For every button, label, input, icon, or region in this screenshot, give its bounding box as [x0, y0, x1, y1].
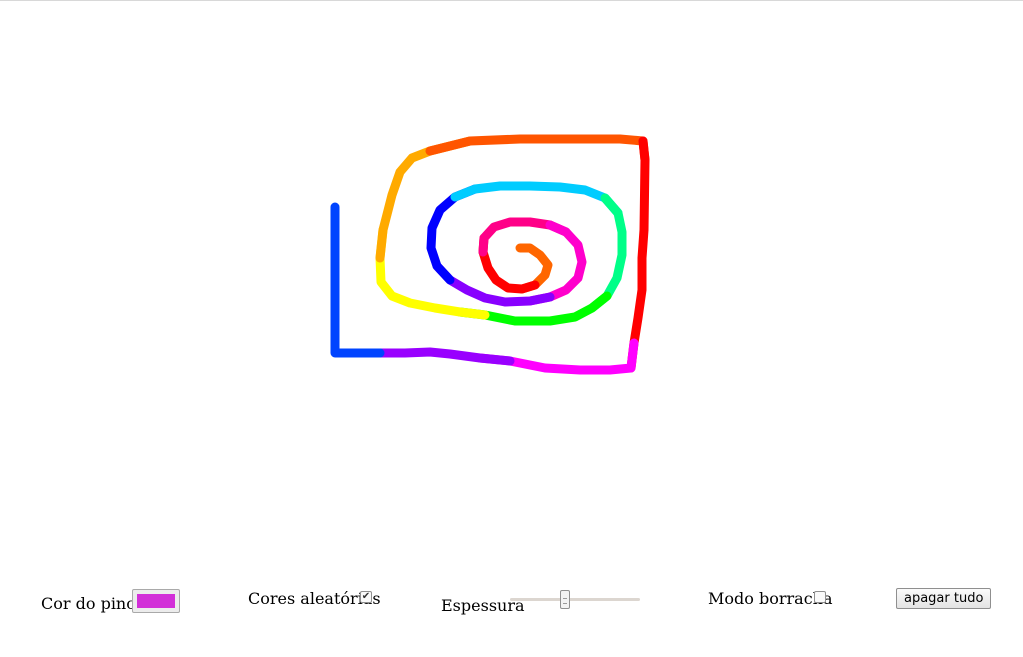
stroke-segment: [425, 134, 650, 165]
stroke-segment: [426, 184, 480, 285]
clear-all-button[interactable]: apagar tudo: [896, 588, 992, 609]
drawing-canvas[interactable]: [0, 2, 1023, 572]
brush-color-label: Cor do pincel: [41, 594, 150, 613]
stroke-segment: [450, 181, 623, 218]
thickness-slider[interactable]: [510, 590, 640, 610]
random-colors-label: Cores aleatórias: [248, 589, 381, 608]
random-colors-checkbox[interactable]: ✔: [360, 591, 372, 603]
stroke-segment: [330, 202, 385, 358]
top-border: [0, 0, 1023, 1]
stroke-segment: [525, 220, 587, 306]
thickness-label: Espessura: [441, 596, 525, 615]
brush-color-swatch: [137, 594, 175, 608]
slider-thumb[interactable]: [560, 590, 571, 609]
stroke-segment: [626, 136, 650, 373]
eraser-mode-label: Modo borracha: [708, 589, 833, 608]
brush-color-picker[interactable]: [132, 589, 180, 613]
eraser-mode-checkbox[interactable]: [814, 591, 826, 603]
brush-stroke: [330, 134, 650, 375]
slider-track: [510, 598, 640, 601]
